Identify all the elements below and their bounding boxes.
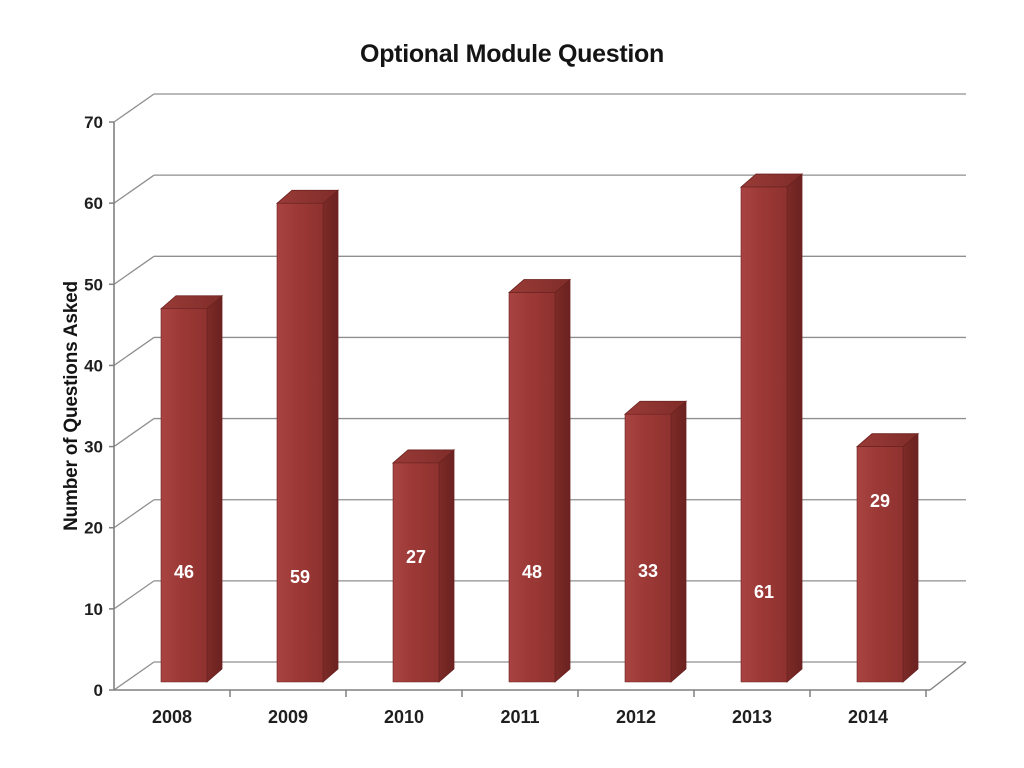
x-category-label: 2013 [732,707,772,727]
y-tick-label: 40 [84,356,103,375]
y-tick-label: 50 [84,275,103,294]
bar-2013: 61 [739,173,804,683]
data-label-2013: 61 [754,582,774,602]
bar-series: 46 59 27 48 33 61 29 [159,173,920,683]
bar-side-face [902,432,919,683]
chart-title: Optional Module Question [360,40,664,68]
bar-side-face [206,294,223,683]
x-category-label: 2010 [384,707,424,727]
x-category-label: 2008 [152,707,192,727]
bar-front-face [508,292,556,683]
bar-2012: 33 [623,400,688,683]
x-category-label: 2012 [616,707,656,727]
bar-side-face [438,449,455,683]
bar-2010: 27 [391,449,456,683]
bar-front-face [856,446,904,683]
data-label-2014: 29 [870,491,890,511]
bar-side-face [786,173,803,683]
y-tick-label: 20 [84,519,103,538]
y-tick-label: 0 [94,681,103,700]
bar-front-face [392,462,440,683]
gridline-diagonal [113,580,155,610]
data-label-2010: 27 [406,547,426,567]
axes [113,122,967,697]
gridline-diagonal [113,661,155,691]
x-category-label: 2009 [268,707,308,727]
gridline-diagonal [113,499,155,529]
floor-right-edge [929,661,967,691]
bar-front-face [276,202,324,683]
gridline-diagonal [113,336,155,366]
y-tick-label: 30 [84,438,103,457]
gridline-diagonal [113,174,155,204]
bar-front-face [624,413,672,683]
data-label-2011: 48 [522,562,542,582]
bar-side-face [670,400,687,683]
y-tick-label: 10 [84,600,103,619]
bar-side-face [554,278,571,683]
bar-front-face [740,186,788,683]
bar-2014: 29 [855,432,920,683]
y-tick-label: 70 [84,113,103,132]
data-label-2008: 46 [174,562,194,582]
x-category-label: 2011 [500,707,539,727]
bar-2009: 59 [275,189,340,683]
gridline-diagonal [113,93,155,123]
data-label-2009: 59 [290,567,310,587]
gridline-diagonal [113,255,155,285]
y-tick-label: 60 [84,194,103,213]
x-category-label: 2014 [848,707,888,727]
data-label-2012: 33 [638,561,658,581]
category-axis-labels: 2008 2009 2010 2011 2012 2013 2014 [152,707,888,727]
bar-side-face [322,189,339,683]
bar-front-face [160,308,208,683]
bar-2008: 46 [159,294,224,683]
bar-2011: 48 [507,278,572,683]
gridline-diagonal [113,418,155,448]
